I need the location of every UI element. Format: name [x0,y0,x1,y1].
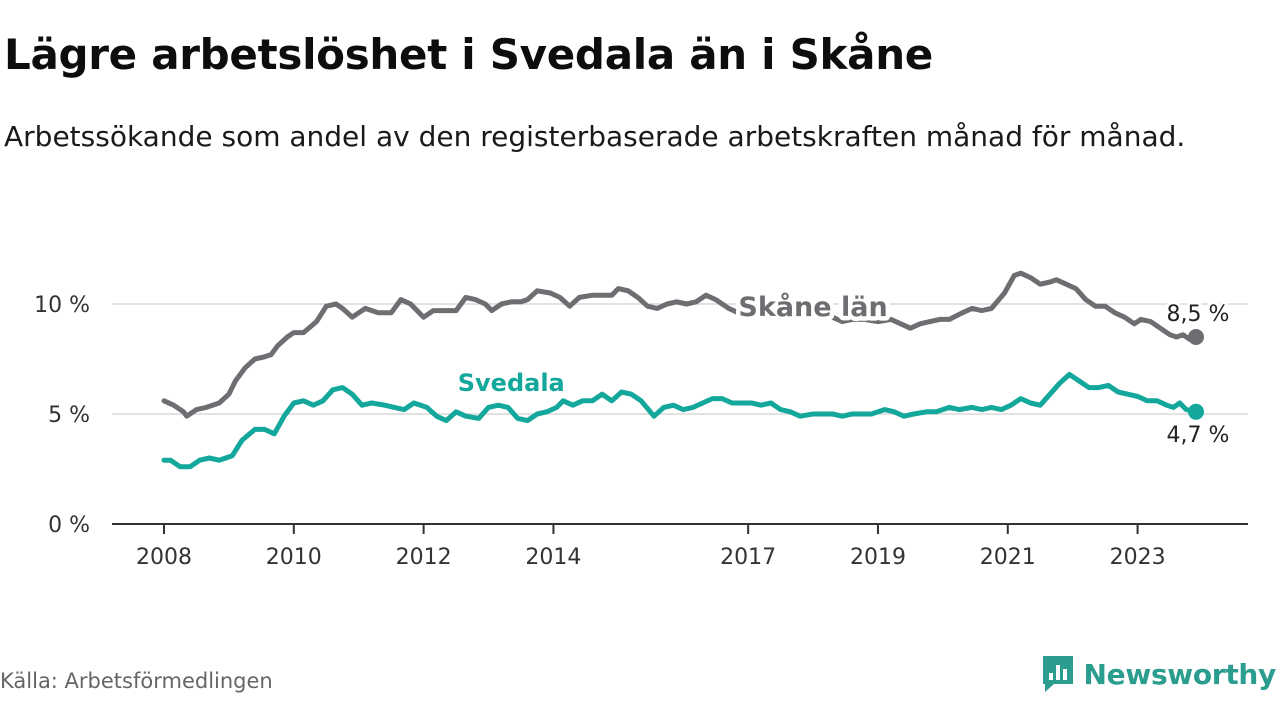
chart-title: Lägre arbetslöshet i Svedala än i Skåne [4,30,933,79]
y-tick-label: 0 % [48,513,90,538]
y-tick-label: 5 % [48,403,90,428]
brand-logo[interactable]: Newsworthy [1040,652,1276,696]
x-tick-label: 2019 [850,545,906,570]
end-label-svedala: 4,7 % [1167,423,1230,448]
series-labels: 8,5 % 4,7 % Skåne län Svedala [453,287,1232,451]
series-line-svedala [161,371,1199,470]
brand-name: Newsworthy [1083,657,1277,691]
series-lines [161,270,1204,470]
source-note: Källa: Arbetsförmedlingen [0,669,273,693]
gridlines: 0 % 5 % 10 % [34,293,1248,538]
chart-subtitle: Arbetssökande som andel av den registerb… [4,120,1186,153]
end-label-skane: 8,5 % [1167,302,1230,327]
x-tick-label: 2012 [396,545,452,570]
end-point-svedala [1188,403,1204,420]
x-tick-label: 2023 [1110,545,1166,570]
x-tick-label: 2014 [525,545,581,570]
newsworthy-logo-icon [1042,656,1073,692]
x-tick-label: 2008 [136,545,192,570]
end-point-skane [1188,329,1204,345]
series-line-skane [161,270,1199,419]
x-tick-label: 2021 [980,545,1036,570]
x-axis: 2008 2010 2012 2014 2017 2019 2021 2023 [112,523,1248,570]
x-tick-label: 2017 [720,545,776,570]
series-label-skane: Skåne län [738,291,887,323]
y-tick-label: 10 % [34,293,90,318]
series-label-svedala: Svedala [458,369,565,397]
x-tick-label: 2010 [266,545,322,570]
